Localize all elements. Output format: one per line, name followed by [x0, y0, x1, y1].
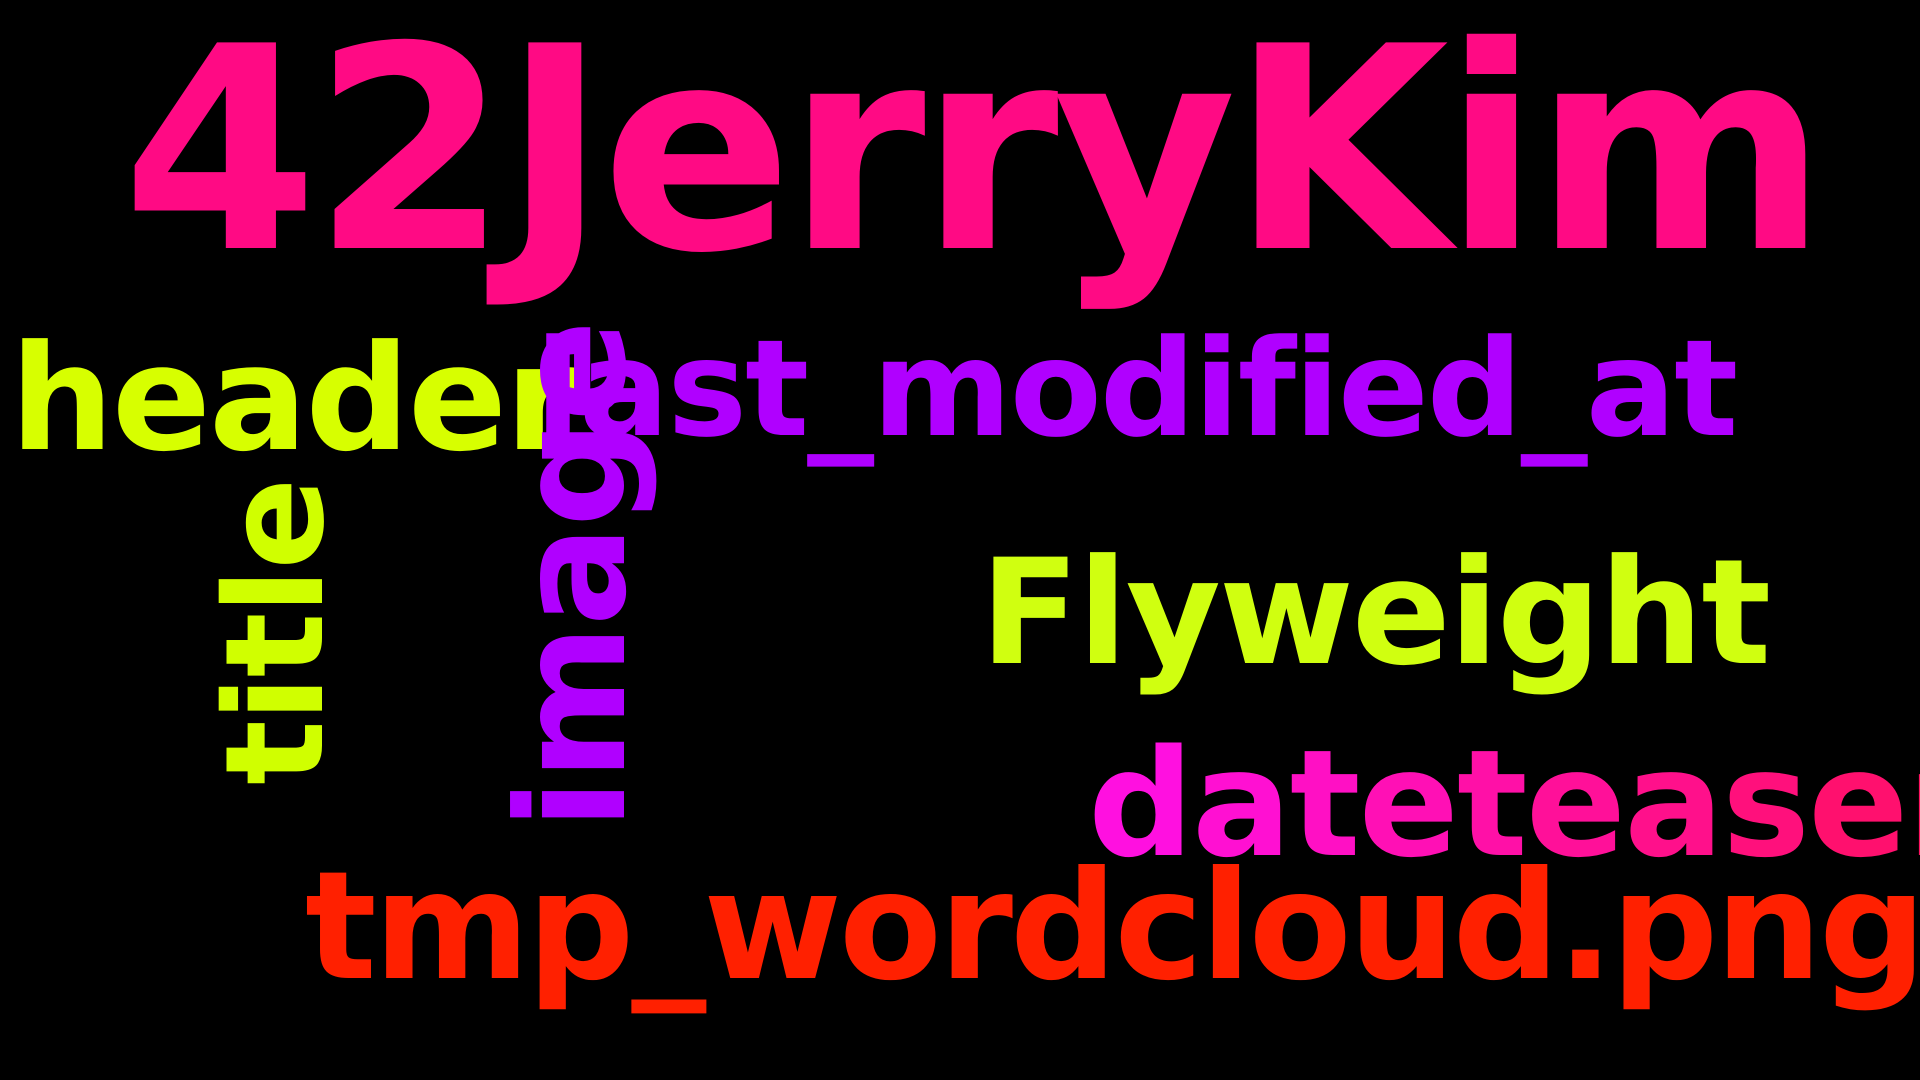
word-flyweight: Flyweight — [980, 528, 1771, 698]
word-dateteaser: dateteaser — [1088, 718, 1920, 890]
word-image: image — [486, 321, 660, 830]
word-last-modified-at: last_modified_at — [535, 311, 1738, 467]
word-42jerrykim: 42JerryKim — [122, 0, 1828, 315]
word-header: header — [10, 314, 577, 484]
word-title: title — [197, 479, 355, 786]
word-tmp-wordcloud-png: tmp_wordcloud.png — [305, 840, 1920, 1014]
